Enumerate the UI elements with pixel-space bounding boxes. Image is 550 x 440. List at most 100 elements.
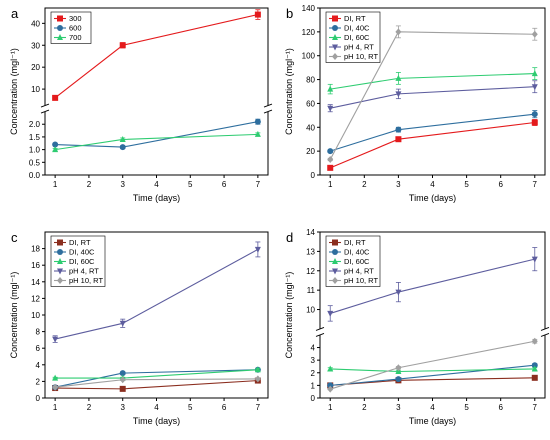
data-point [254,246,261,253]
data-point [52,374,59,381]
legend-marker [332,258,338,264]
data-point [531,374,538,381]
series-ph-4-rt [327,247,538,322]
series-di-60c [327,67,538,95]
series-ph-4-rt [327,80,538,113]
series-line [330,368,535,373]
legend-label: DI, 60C [344,257,370,266]
y-tick-label: 12 [31,294,40,303]
axis-break-mark [540,332,550,337]
y-tick-label: 4 [36,361,41,370]
axis-break-mark [40,109,50,114]
y-axis-label: Concentration (mgl⁻¹) [284,272,294,359]
series-line [330,340,535,390]
x-axis-label: Time (days) [409,193,456,203]
y-tick-label: 14 [306,228,315,237]
data-point [531,70,538,77]
plot-frame-upper [44,7,269,106]
x-axis-label: Time (days) [133,193,180,203]
y-tick-label: 3 [311,356,316,365]
series-di-60c [52,366,261,381]
x-tick-label: 7 [256,403,261,412]
series-line [330,86,535,109]
y-tick-label: 20 [31,63,40,72]
legend-marker [57,25,63,31]
series-line [55,121,258,148]
data-point [119,376,126,384]
x-axis-label: Time (days) [409,416,456,426]
legend-marker [57,34,63,40]
y-tick-label: 14 [31,278,40,287]
x-tick-label: 4 [154,403,159,412]
y-tick-label: 6 [36,344,41,353]
legend-marker [332,15,338,22]
series-di-rt [327,374,538,389]
data-point [254,130,261,137]
data-point [395,28,402,36]
x-tick-label: 4 [430,403,435,412]
series-700 [52,130,261,153]
legend-label: pH 4, RT [344,267,374,276]
x-tick-label: 6 [498,403,503,412]
legend-label: pH 10, RT [344,52,378,61]
x-tick-label: 6 [222,180,227,189]
legend-label: DI, RT [344,238,366,247]
x-tick-label: 7 [533,180,538,189]
data-point [254,118,261,125]
data-point [531,111,538,118]
x-tick-label: 7 [533,403,538,412]
data-point [52,146,59,153]
legend-marker [332,249,338,255]
y-tick-label: 16 [31,261,40,270]
plot-frame-lower [319,334,546,399]
axis-break-mark [40,103,50,108]
data-point [327,164,334,171]
y-tick-label: 0.0 [29,171,41,180]
legend-marker [57,249,63,255]
series-line [55,133,258,151]
data-point [327,310,334,317]
data-point [395,376,402,383]
y-tick-label: 40 [31,19,40,28]
x-axis-label: Time (days) [133,416,180,426]
y-tick-label: 0 [311,394,316,403]
data-point [52,94,59,101]
legend-label: DI, 40C [344,248,370,257]
y-tick-label: 0 [311,171,316,180]
data-point [531,337,538,345]
data-point [119,135,126,142]
legend-label: DI, 60C [69,257,95,266]
data-point [254,11,261,18]
y-tick-label: 18 [31,245,40,254]
y-tick-label: 1.5 [29,133,41,142]
legend-marker [57,268,63,275]
legend-label: 600 [69,24,82,33]
x-tick-label: 6 [222,403,227,412]
data-point [395,91,402,98]
x-tick-label: 2 [362,180,367,189]
y-tick-label: 13 [306,247,315,256]
x-tick-label: 5 [188,403,193,412]
data-point [119,370,126,377]
data-point [327,365,334,372]
data-point [395,136,402,143]
y-tick-label: 8 [36,328,41,337]
axis-break-mark [263,109,273,114]
y-tick-label: 140 [302,4,316,13]
panel-letter: c [11,230,18,245]
legend-marker [332,25,338,31]
plot-frame-lower [44,111,269,176]
x-tick-label: 1 [328,403,333,412]
series-line [330,73,535,90]
legend-label: DI, 40C [344,24,370,33]
data-point [531,84,538,91]
y-tick-label: 12 [306,267,315,276]
legend-label: DI, RT [344,14,366,23]
y-tick-label: 10 [31,311,40,320]
series-300 [52,9,261,101]
data-point [254,375,261,383]
data-point [327,105,334,112]
